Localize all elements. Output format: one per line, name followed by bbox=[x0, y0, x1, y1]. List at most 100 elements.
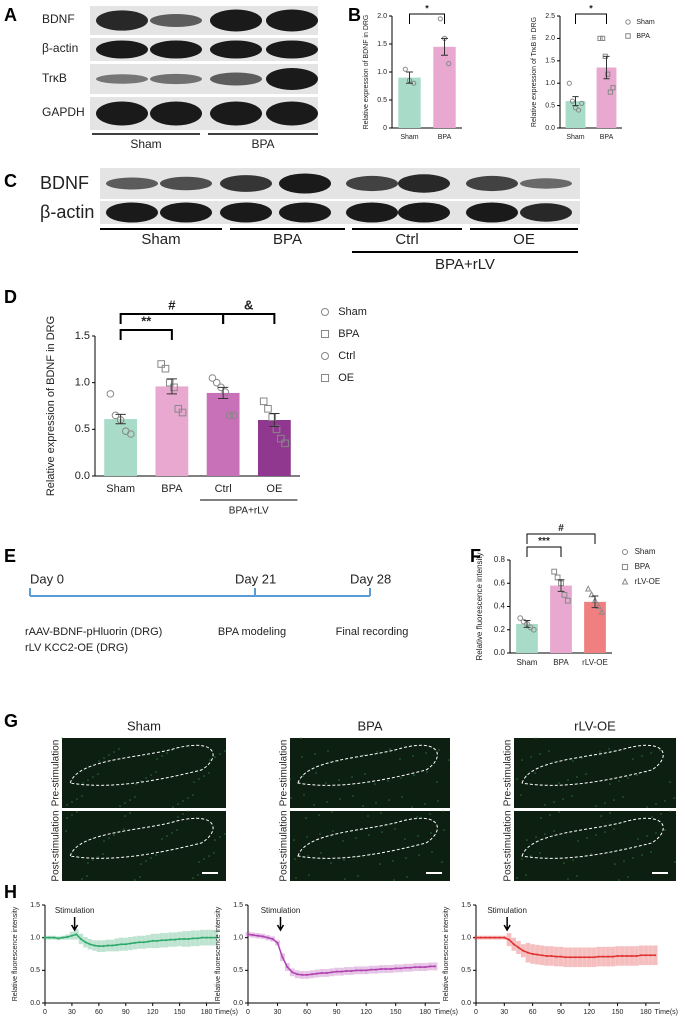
legend-label: BPA bbox=[636, 33, 650, 40]
micrograph-speck bbox=[177, 816, 179, 818]
micrograph-speck bbox=[406, 876, 408, 878]
line-point bbox=[389, 968, 392, 971]
line-point bbox=[88, 943, 91, 946]
panel-label: D bbox=[4, 287, 17, 307]
line-point bbox=[256, 934, 259, 937]
micrograph-speck bbox=[302, 775, 304, 777]
line-point bbox=[602, 955, 605, 958]
micrograph-speck bbox=[368, 834, 370, 836]
x-tick-label: Sham bbox=[106, 483, 135, 495]
line-point bbox=[394, 967, 397, 970]
line-point bbox=[75, 933, 78, 936]
line-point bbox=[489, 936, 492, 939]
y-tick-label: 1.0 bbox=[75, 377, 90, 389]
annotation: Stimulation bbox=[55, 906, 95, 915]
micrograph-speck bbox=[124, 815, 126, 817]
micrograph-speck bbox=[618, 780, 620, 782]
y-tick-label: 1.5 bbox=[545, 58, 555, 65]
blot-band bbox=[220, 175, 272, 192]
timeline-day: Day 21 bbox=[235, 571, 276, 586]
micrograph-speck bbox=[627, 777, 629, 779]
micrograph-speck bbox=[641, 755, 643, 757]
blot-band bbox=[266, 101, 318, 126]
line-point bbox=[583, 956, 586, 959]
x-tick-label: 60 bbox=[529, 1009, 537, 1016]
line-point bbox=[61, 936, 64, 939]
micrograph-speck bbox=[61, 737, 63, 739]
line-point bbox=[66, 936, 69, 939]
micrograph-speck bbox=[429, 813, 431, 815]
line-point bbox=[419, 966, 422, 969]
micrograph-speck bbox=[520, 794, 522, 796]
line-point bbox=[644, 954, 647, 957]
line-point bbox=[360, 969, 363, 972]
micrograph-speck bbox=[388, 799, 390, 801]
point bbox=[595, 602, 602, 609]
error-bar bbox=[557, 579, 565, 592]
y-axis-label: Relative expression of TrκB in DRG bbox=[531, 17, 538, 127]
blot-band bbox=[210, 72, 262, 86]
panel-label: G bbox=[4, 711, 18, 731]
point bbox=[564, 597, 571, 604]
micrograph-speck bbox=[161, 755, 163, 757]
significance-label: ** bbox=[141, 314, 152, 329]
x-tick-label: 0 bbox=[474, 1009, 478, 1016]
micrograph-speck bbox=[534, 772, 536, 774]
line-point bbox=[384, 968, 387, 971]
micrograph-speck bbox=[576, 776, 578, 778]
micrograph-speck bbox=[380, 812, 382, 814]
line-point bbox=[484, 936, 487, 939]
micrograph-speck bbox=[673, 797, 675, 799]
blot-band bbox=[266, 68, 318, 90]
micrograph-speck bbox=[145, 777, 147, 779]
x-tick-label: 180 bbox=[419, 1009, 431, 1016]
line-point bbox=[196, 937, 199, 940]
micrograph-speck bbox=[443, 829, 445, 831]
micrograph-speck bbox=[425, 752, 427, 754]
x-axis-label: Time(s) bbox=[655, 1009, 678, 1016]
line-point bbox=[517, 946, 520, 949]
micrograph-speck bbox=[431, 851, 433, 853]
y-tick-label: 1.5 bbox=[233, 902, 243, 909]
point bbox=[530, 626, 537, 633]
y-tick-label: 0.0 bbox=[494, 648, 506, 657]
micrograph-speck bbox=[525, 874, 527, 876]
micrograph-speck bbox=[219, 753, 221, 755]
legend-label: Sham bbox=[636, 19, 654, 26]
micrograph-speck bbox=[355, 837, 357, 839]
micrograph-speck bbox=[343, 859, 345, 861]
micrograph-speck bbox=[362, 805, 364, 807]
micrograph-speck bbox=[81, 795, 83, 797]
micrograph-speck bbox=[650, 752, 652, 754]
error-bar bbox=[572, 96, 579, 107]
significance-bracket bbox=[222, 313, 276, 324]
x-tick-label: 150 bbox=[174, 1009, 186, 1016]
line-point bbox=[44, 936, 46, 939]
micrograph-speck bbox=[650, 851, 652, 853]
line-point bbox=[201, 936, 204, 939]
timeline-note: BPA modeling bbox=[218, 626, 286, 638]
micrograph-speck bbox=[549, 814, 551, 816]
micrograph-speck bbox=[581, 757, 583, 759]
legend-marker bbox=[320, 307, 330, 317]
point bbox=[579, 100, 585, 106]
y-tick-label: 1.0 bbox=[233, 935, 243, 942]
error-bar bbox=[166, 378, 177, 395]
timeline-note: rAAV-BDNF-pHluorin (DRG) bbox=[25, 626, 162, 638]
x-tick-label: 120 bbox=[147, 1009, 159, 1016]
y-tick-label: 1.0 bbox=[377, 69, 387, 76]
blot-strip bbox=[100, 201, 580, 224]
blot-band bbox=[160, 176, 212, 191]
line-point bbox=[345, 969, 348, 972]
micrograph-speck bbox=[553, 830, 555, 832]
y-tick-label: 0.2 bbox=[494, 625, 506, 634]
line-point bbox=[160, 939, 163, 942]
point bbox=[264, 405, 272, 413]
y-tick-label: 0.5 bbox=[545, 102, 555, 109]
micrograph-speck bbox=[318, 814, 320, 816]
y-tick-label: 1.0 bbox=[30, 935, 40, 942]
point bbox=[402, 66, 408, 72]
line-point bbox=[106, 944, 109, 947]
bar bbox=[565, 101, 586, 128]
point bbox=[569, 98, 576, 104]
